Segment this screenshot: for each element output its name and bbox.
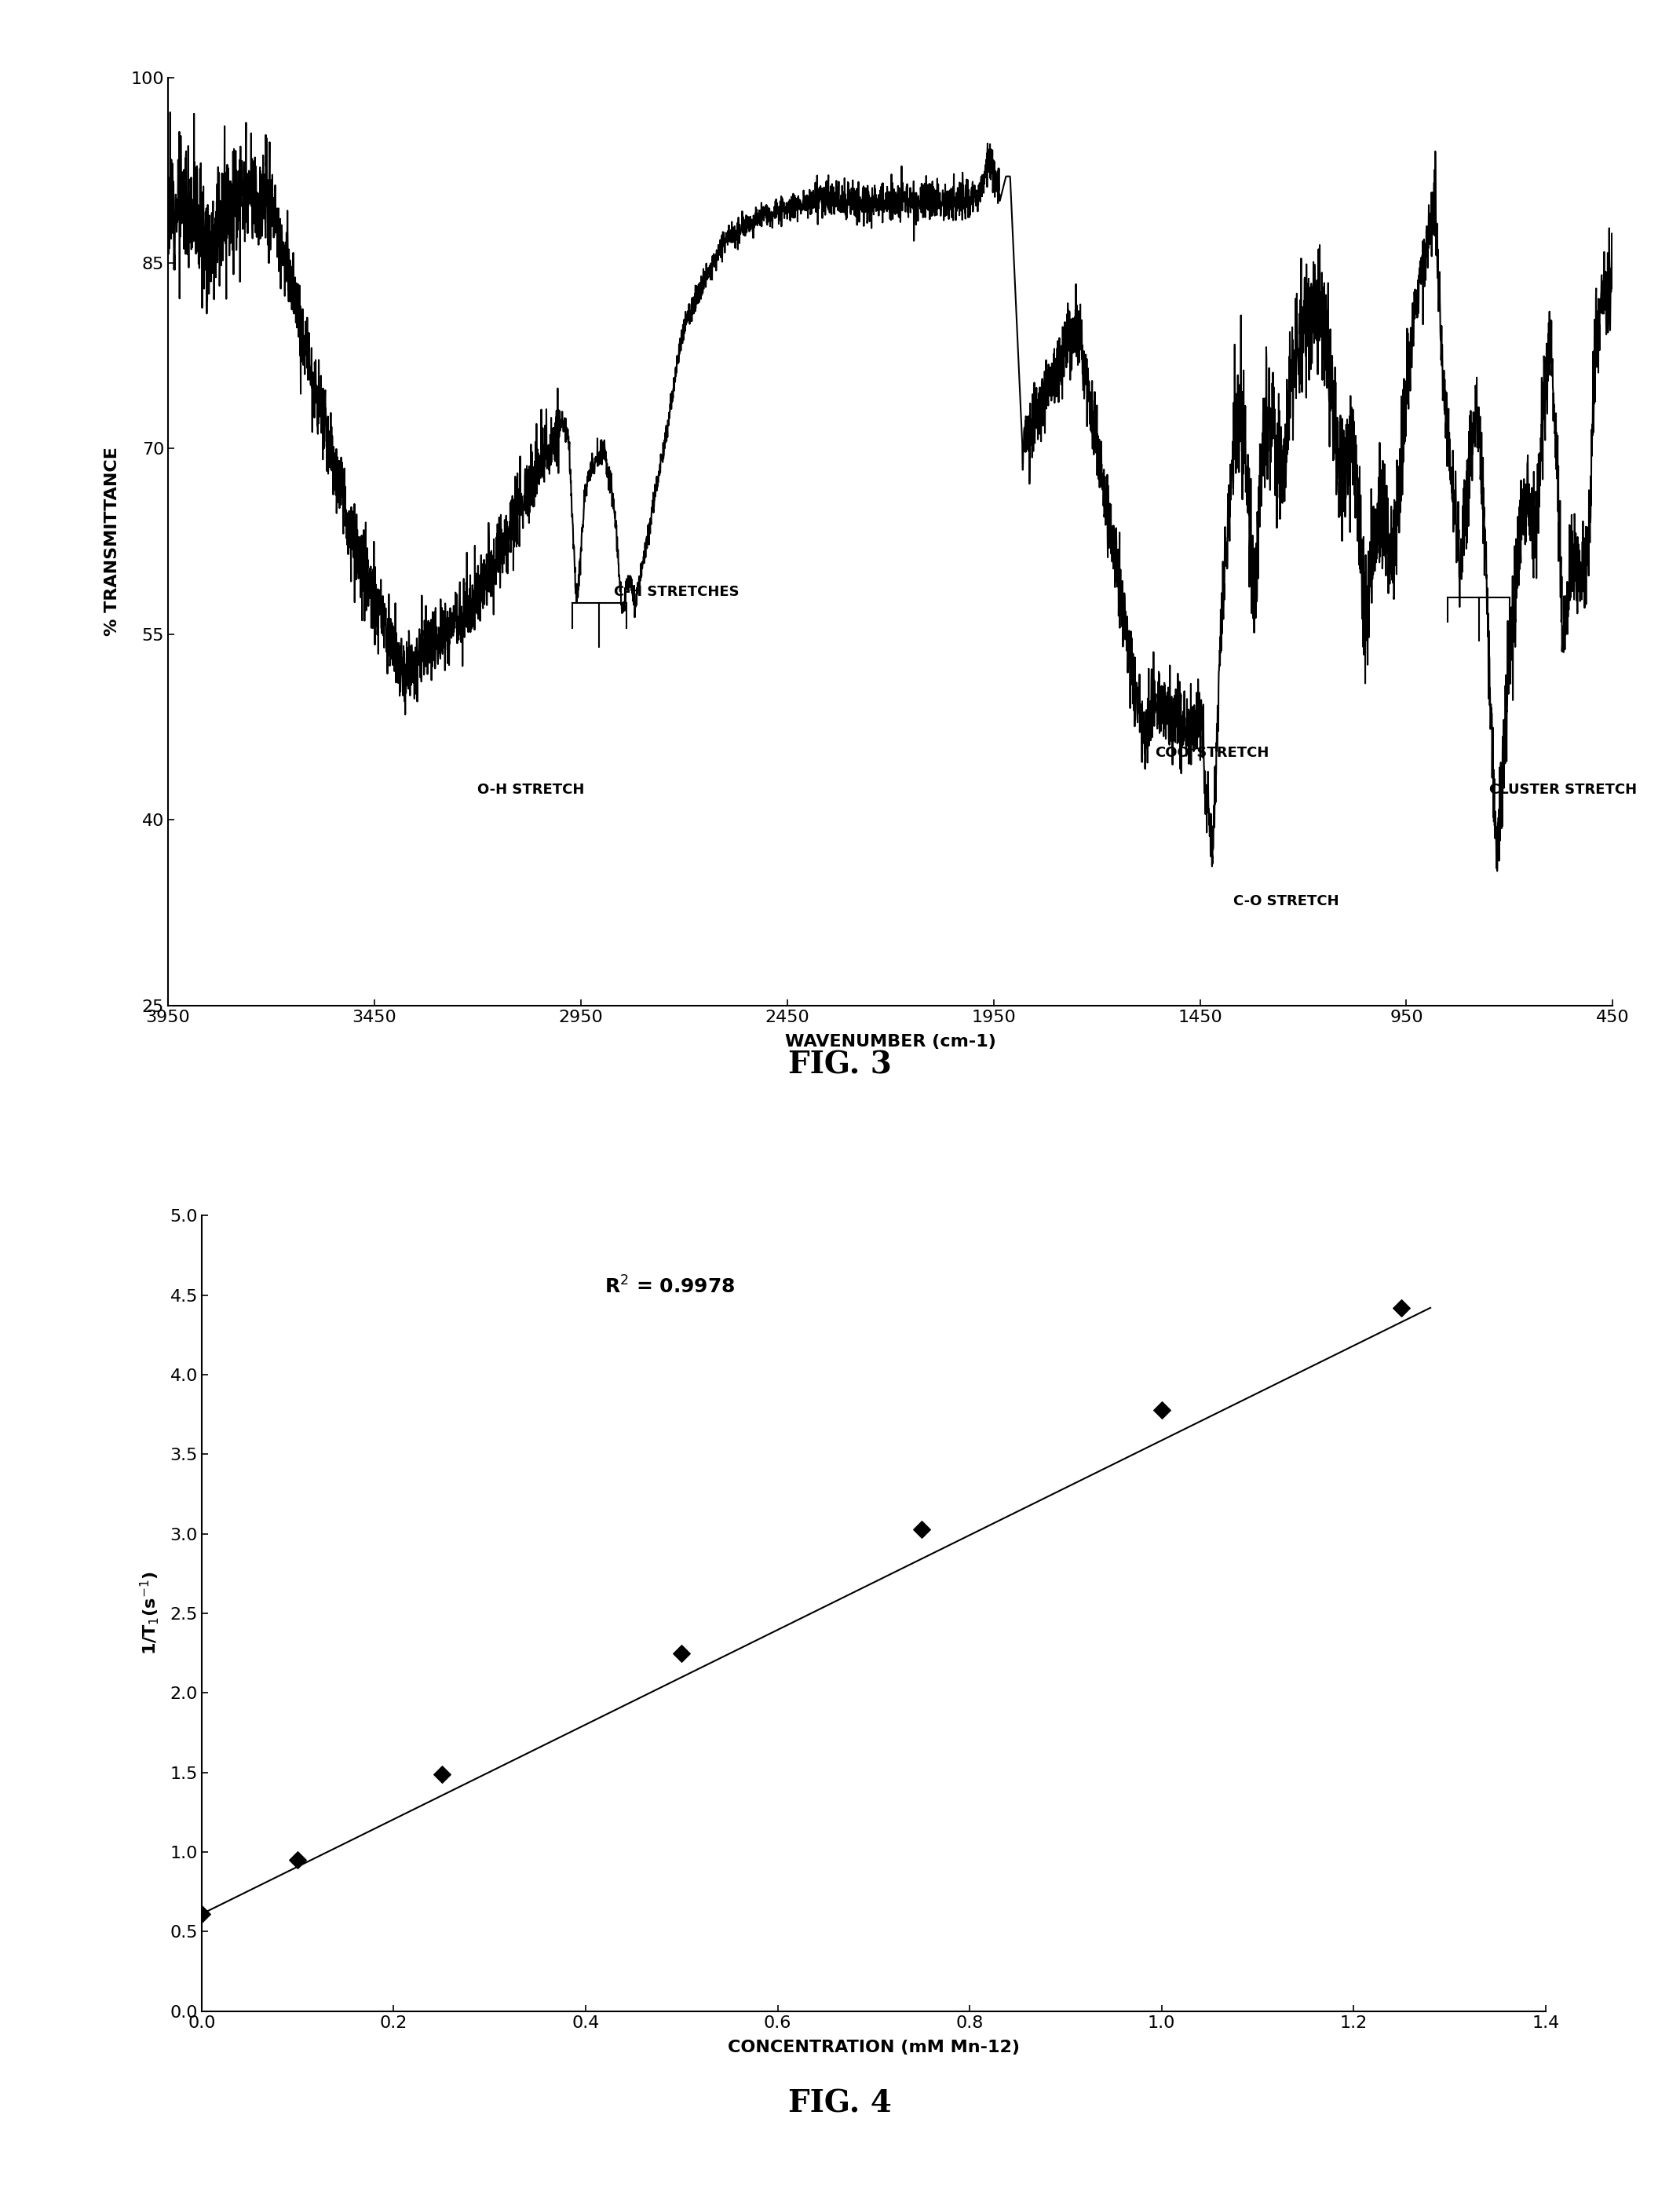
X-axis label: WAVENUMBER (cm-1): WAVENUMBER (cm-1)	[785, 1034, 996, 1050]
Point	[428, 1757, 455, 1792]
Y-axis label: % TRANSMITTANCE: % TRANSMITTANCE	[104, 446, 119, 636]
Point	[1388, 1291, 1415, 1326]
Text: O-H STRETCH: O-H STRETCH	[477, 782, 585, 798]
Text: COO⁻STRETCH: COO⁻STRETCH	[1154, 745, 1268, 760]
Text: FIG. 3: FIG. 3	[788, 1050, 892, 1078]
Point	[669, 1635, 696, 1671]
Text: C-O STRETCH: C-O STRETCH	[1233, 895, 1339, 908]
Point	[284, 1843, 311, 1878]
Text: R$^2$ = 0.9978: R$^2$ = 0.9978	[605, 1277, 736, 1297]
Point	[1147, 1392, 1174, 1428]
Text: C-H STRETCHES: C-H STRETCHES	[613, 586, 739, 599]
Text: FIG. 4: FIG. 4	[788, 2088, 892, 2117]
Point	[909, 1512, 936, 1547]
X-axis label: CONCENTRATION (mM Mn-12): CONCENTRATION (mM Mn-12)	[727, 2040, 1020, 2055]
Y-axis label: 1/T$_1$(s$^{-1}$): 1/T$_1$(s$^{-1}$)	[138, 1571, 161, 1655]
Text: CLUSTER STRETCH: CLUSTER STRETCH	[1488, 782, 1636, 798]
Point	[188, 1896, 215, 1932]
